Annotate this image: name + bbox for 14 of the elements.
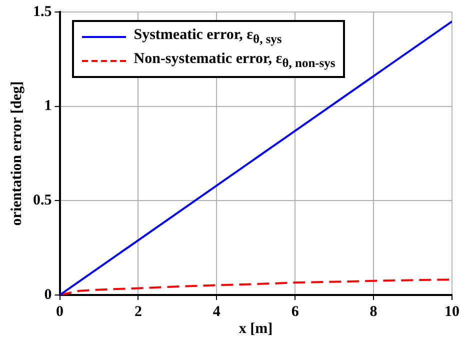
x-tick-label: 0 — [56, 304, 64, 320]
y-tick-label: 0 — [44, 286, 52, 303]
x-tick-label: 4 — [212, 304, 221, 320]
y-axis-title: orientation error [deg] — [8, 81, 25, 226]
legend-label: Non-systematic error, ε$_{θ, non-sys}$ — [134, 51, 336, 71]
y-tick-label: 0.5 — [33, 192, 52, 209]
legend-label: Systmeatic error, ε$_{θ, sys}$ — [134, 27, 282, 47]
x-tick-label: 8 — [370, 304, 378, 320]
x-tick-label: 2 — [134, 304, 142, 320]
y-tick-label: 1.5 — [33, 4, 52, 20]
y-tick-label: 1 — [44, 98, 52, 114]
x-tick-label: 10 — [444, 304, 460, 320]
x-tick-label: 6 — [291, 304, 300, 320]
x-axis-title: x [m] — [238, 321, 273, 338]
